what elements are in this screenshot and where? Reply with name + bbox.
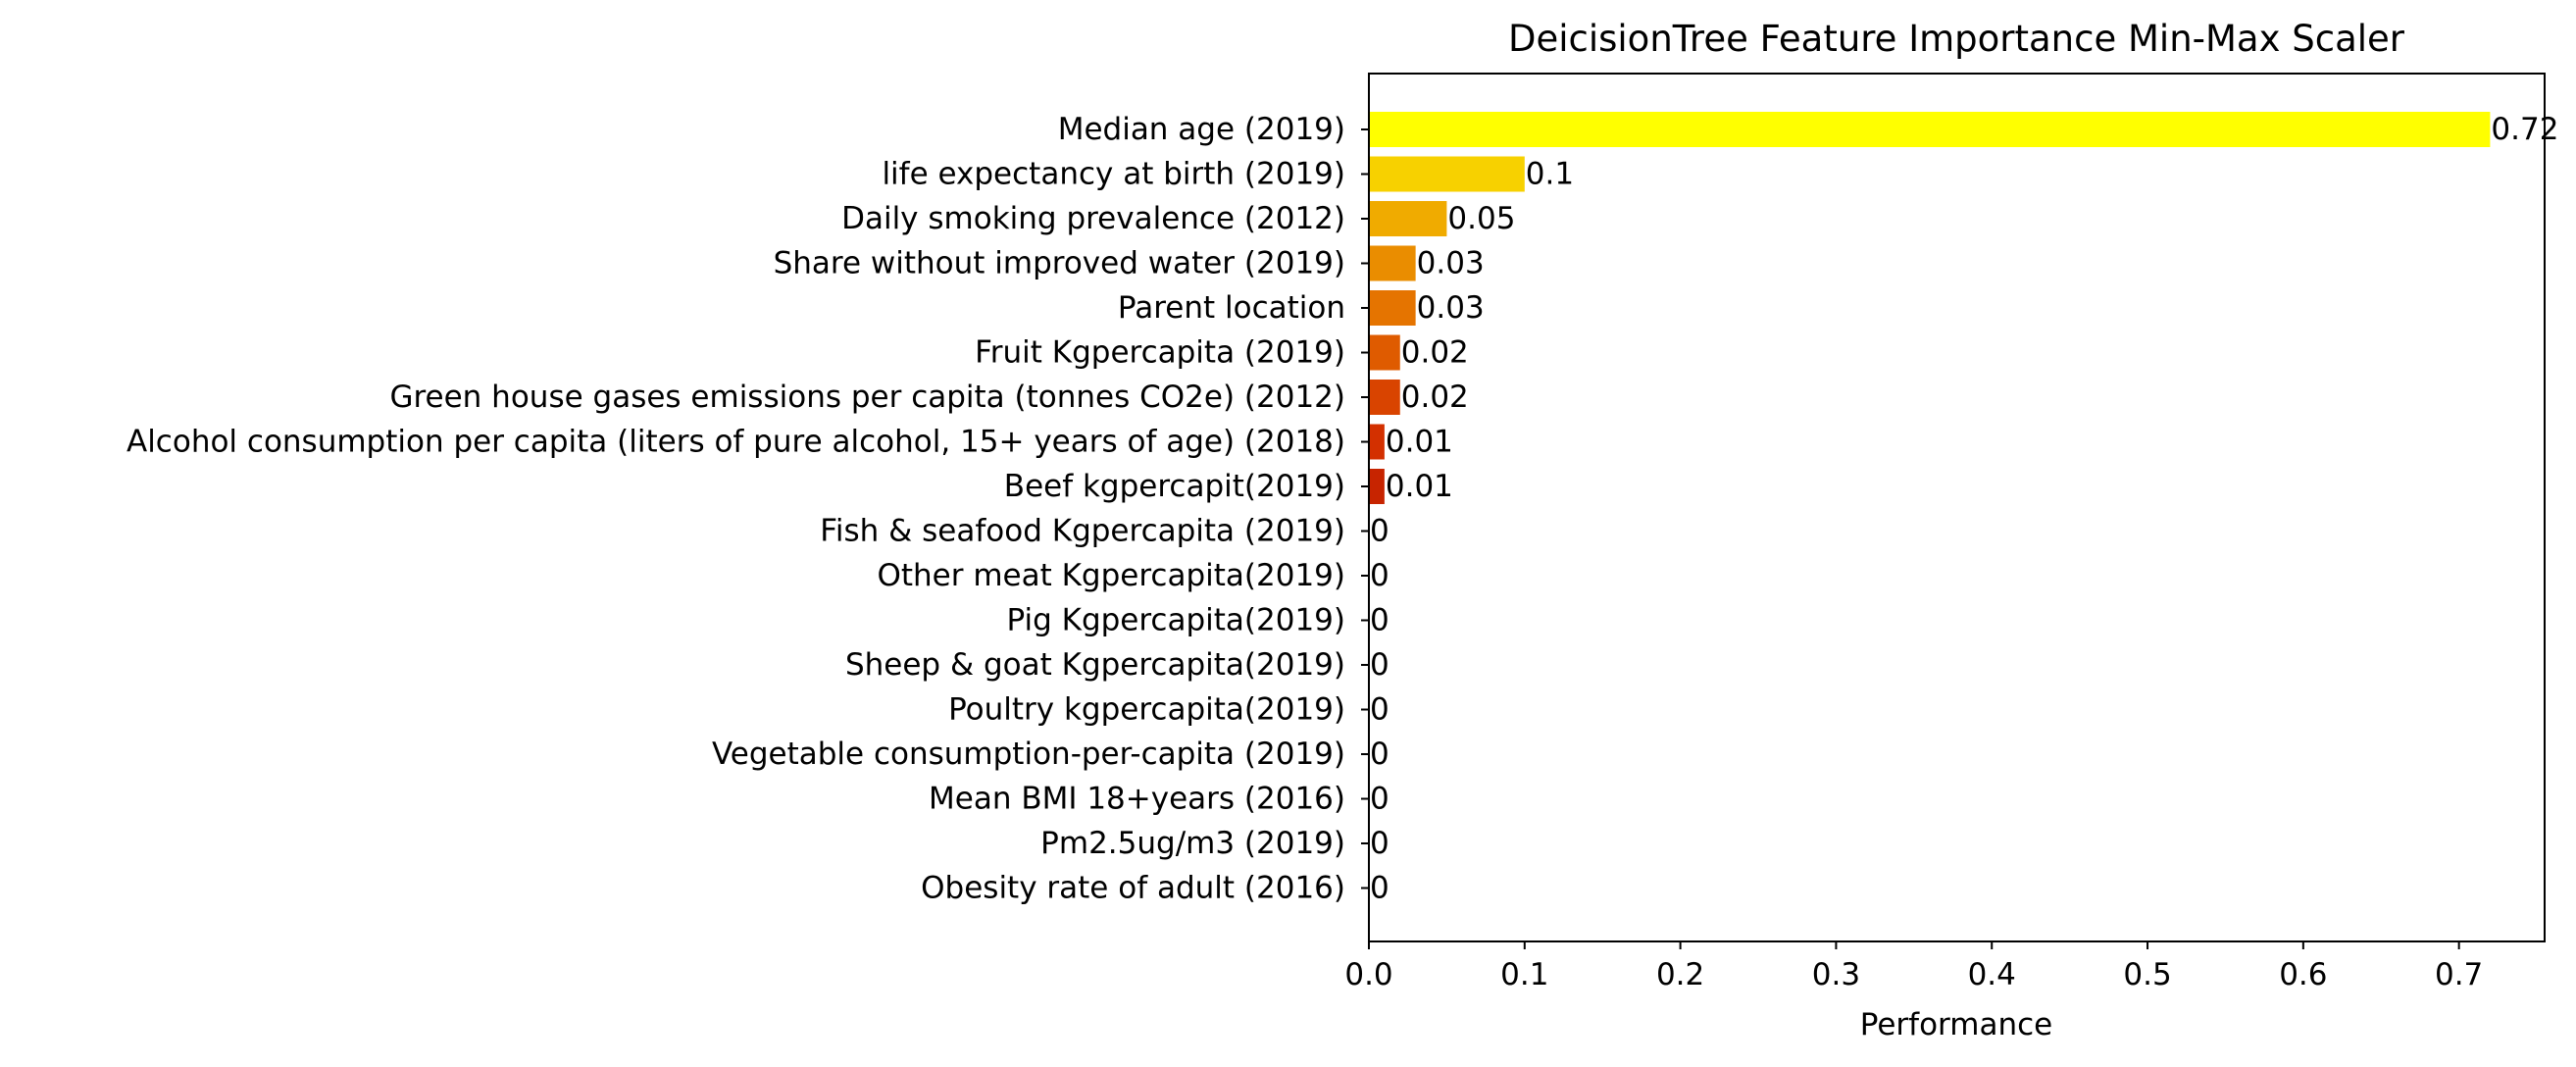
x-tick-label: 0.1 xyxy=(1500,957,1548,992)
category-label: Other meat Kgpercapita(2019) xyxy=(877,558,1345,593)
category-label: Median age (2019) xyxy=(1058,112,1345,147)
category-label: Daily smoking prevalence (2012) xyxy=(841,201,1345,236)
category-label: Parent location xyxy=(1118,290,1345,326)
value-label: 0.03 xyxy=(1417,246,1485,281)
x-tick-label: 0.3 xyxy=(1812,957,1860,992)
category-label: Pig Kgpercapita(2019) xyxy=(1006,603,1345,638)
category-label: Green house gases emissions per capita (… xyxy=(389,380,1345,415)
value-label: 0 xyxy=(1370,871,1389,906)
value-label: 0 xyxy=(1370,603,1389,638)
category-label: life expectancy at birth (2019) xyxy=(882,157,1345,192)
value-label: 0.02 xyxy=(1401,335,1469,371)
bar xyxy=(1369,469,1385,504)
x-axis-label: Performance xyxy=(1860,1007,2052,1042)
value-label: 0 xyxy=(1370,647,1389,683)
category-label: Fish & seafood Kgpercapita (2019) xyxy=(820,514,1345,549)
bar xyxy=(1369,201,1447,236)
value-label: 0.1 xyxy=(1526,157,1574,192)
value-label: 0 xyxy=(1370,737,1389,772)
value-label: 0 xyxy=(1370,826,1389,861)
bar xyxy=(1369,245,1416,281)
category-label: Obesity rate of adult (2016) xyxy=(921,871,1345,906)
value-label: 0.02 xyxy=(1401,380,1469,415)
category-label: Alcohol consumption per capita (liters o… xyxy=(126,425,1345,460)
value-label: 0 xyxy=(1370,514,1389,549)
value-label: 0 xyxy=(1370,692,1389,728)
category-label: Sheep & goat Kgpercapita(2019) xyxy=(845,647,1345,683)
category-label: Fruit Kgpercapita (2019) xyxy=(975,335,1345,371)
value-label: 0 xyxy=(1370,782,1389,817)
plot-frame xyxy=(1368,73,2546,942)
category-label: Mean BMI 18+years (2016) xyxy=(929,782,1345,817)
value-label: 0.01 xyxy=(1386,469,1453,504)
value-label: 0.72 xyxy=(2491,112,2558,147)
bar xyxy=(1369,112,2491,147)
value-label: 0.05 xyxy=(1447,201,1515,236)
x-axis-ticks: 0.0 0.1 0.2 0.3 0.4 0.5 0.6 0.7 xyxy=(1344,941,2483,992)
x-tick-label: 0.6 xyxy=(2279,957,2327,992)
y-axis-ticks xyxy=(1361,128,1369,889)
x-tick-label: 0.2 xyxy=(1656,957,1704,992)
value-labels: 0.72 0.1 0.05 0.03 0.03 0.02 0.02 0.01 0.01 0 0 0 0 0… xyxy=(1370,112,2558,906)
value-label: 0.01 xyxy=(1386,425,1453,460)
bars xyxy=(1369,112,2491,504)
category-label: Pm2.5ug/m3 (2019) xyxy=(1040,826,1345,861)
x-tick-label: 0.4 xyxy=(1968,957,2016,992)
value-label: 0.03 xyxy=(1417,290,1485,326)
bar xyxy=(1369,156,1525,192)
bar xyxy=(1369,334,1400,371)
bar xyxy=(1369,380,1400,415)
x-tick-label: 0.0 xyxy=(1344,957,1392,992)
bar xyxy=(1369,424,1385,460)
x-tick-label: 0.7 xyxy=(2435,957,2483,992)
category-label: Beef kgpercapit(2019) xyxy=(1004,469,1345,504)
bar xyxy=(1369,290,1416,326)
category-labels: Median age (2019) life expectancy at birt… xyxy=(126,112,1345,906)
value-label: 0 xyxy=(1370,558,1389,593)
chart-title: DeicisionTree Feature Importance Min-Max… xyxy=(1508,18,2405,60)
category-label: Poultry kgpercapita(2019) xyxy=(948,692,1345,728)
category-label: Vegetable consumption-per-capita (2019) xyxy=(712,737,1345,772)
x-tick-label: 0.5 xyxy=(2123,957,2171,992)
category-label: Share without improved water (2019) xyxy=(774,246,1345,281)
